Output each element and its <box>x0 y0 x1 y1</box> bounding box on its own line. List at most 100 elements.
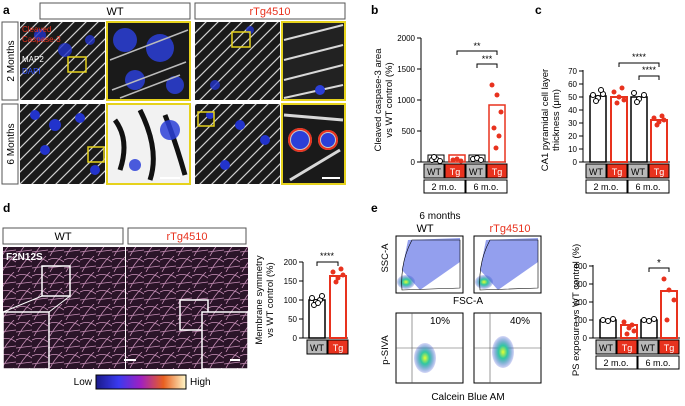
b-points-wt <box>429 154 484 164</box>
e-age-6m: 6 m.o. <box>645 358 670 368</box>
b-label-box-wt-2m <box>423 163 445 179</box>
panel-d-ylabel-1: Membrane symmetry <box>254 255 265 344</box>
e-points-wt <box>600 316 657 324</box>
c-age-box-2m <box>585 179 628 194</box>
row-label-box-2m <box>1 21 19 101</box>
d-label-wt: WT <box>310 343 324 353</box>
c-label-tg-2m: Tg <box>612 167 623 177</box>
micrograph-wt-2m <box>20 22 105 100</box>
c-bar-wt-2m <box>589 95 607 163</box>
e-label-tg-2m: Tg <box>622 343 633 353</box>
d-sig-bracket <box>316 261 339 266</box>
c-points-tg <box>611 85 667 128</box>
e-flow-wt-bottom <box>395 312 464 384</box>
b-age-box-2m <box>423 179 466 194</box>
panel-b-ticks: 0 500 1000 1500 2000 <box>397 34 421 167</box>
b-sig-inner: *** <box>482 54 493 64</box>
e-tick-300: 300 <box>574 280 588 289</box>
panel-c-ylabel-2: thickness (μm) <box>551 89 562 151</box>
c-age-6m: 6 m.o. <box>635 182 660 192</box>
e-flow-xlabel-bottom: Calcein Blue AM <box>431 392 504 403</box>
panel-letter-a: a <box>3 3 10 17</box>
c-label-box-wt-6m <box>627 163 649 179</box>
c-label-wt-6m: WT <box>631 167 645 177</box>
e-label-tg-6m: Tg <box>664 343 675 353</box>
e-label-box-wt-6m <box>637 339 659 355</box>
panel-c-chart: CA1 pyramidal cell layer thickness (μm) … <box>540 52 670 194</box>
stain-label-cleaved: Cleaved <box>22 25 51 34</box>
e-ylabel: PS exposure vs WT control (%) <box>571 244 582 376</box>
stain-label-map2: MAP2 <box>22 55 44 64</box>
e-tick-0: 0 <box>583 334 588 343</box>
d-bar-tg <box>329 275 347 339</box>
panel-d-ylabel-2: vs WT control (%) <box>265 262 276 337</box>
c-tick-30: 30 <box>568 119 577 128</box>
d-label-tg: Tg <box>333 343 344 353</box>
row-label-2-months: 2 Months <box>6 40 17 81</box>
row-label-6-months: 6 Months <box>6 123 17 164</box>
e-label-box-wt-2m <box>595 339 617 355</box>
e-pct-tg: 40% <box>510 316 530 327</box>
panel-e-chart: PS exposure vs WT control (%) 0 100 200 … <box>571 244 680 376</box>
d-tick-0: 0 <box>293 334 298 343</box>
b-sig-bracket-inner <box>476 63 498 68</box>
e-flow-tg-bottom <box>473 312 542 384</box>
stain-label-dapi: DAPI <box>22 67 41 76</box>
b-label-box-tg-2m <box>444 163 466 179</box>
micrograph-tg-6m <box>195 104 280 184</box>
panel-b-ylabel-1: Cleaved caspase-3 area <box>373 48 384 152</box>
e-label-wt-6m: WT <box>641 343 655 353</box>
c-tick-70: 70 <box>568 67 577 76</box>
panel-b-ylabel-2: vs WT control (%) <box>384 62 395 137</box>
e-tick-100: 100 <box>574 316 588 325</box>
d-probe-label: F2N12S <box>6 252 43 263</box>
panel-letter-e: e <box>371 201 378 215</box>
panel-c-ylabel-1: CA1 pyramidal cell layer <box>540 69 551 171</box>
c-label-box-tg-6m <box>648 163 670 179</box>
c-tick-0: 0 <box>573 158 578 167</box>
wt-header-box <box>39 2 191 20</box>
d-micrograph-tg <box>126 247 249 370</box>
c-sig-bracket-top <box>618 62 660 67</box>
e-sig-bracket <box>648 267 670 272</box>
c-tick-20: 20 <box>568 132 577 141</box>
c-sig-top: **** <box>632 52 647 62</box>
e-title: 6 months <box>419 211 460 222</box>
d-tg-header-box <box>127 227 247 245</box>
micrograph-tg-6m-zoom <box>281 103 346 185</box>
d-tick-50: 50 <box>288 315 297 324</box>
b-tick-2000: 2000 <box>397 34 415 43</box>
b-age-6m: 6 m.o. <box>473 182 498 192</box>
b-label-box-wt-6m <box>465 163 487 179</box>
b-sig-top: ** <box>473 41 481 51</box>
c-sig-inner: **** <box>642 65 657 75</box>
micrograph-wt-6m-zoom <box>106 103 191 185</box>
d-wt-header-box <box>2 227 124 245</box>
e-sig: * <box>657 258 661 269</box>
e-age-2m: 2 m.o. <box>603 358 628 368</box>
d-label-box-tg <box>327 339 349 355</box>
e-tick-200: 200 <box>574 298 588 307</box>
c-label-wt-2m: WT <box>589 167 603 177</box>
c-age-box-6m <box>627 179 670 194</box>
c-points-wt <box>590 87 647 105</box>
e-label-box-tg-6m <box>658 339 680 355</box>
b-age-box-6m <box>465 179 508 194</box>
panel-c-ticks: 0 10 20 30 40 50 60 70 <box>568 67 583 167</box>
c-label-tg-6m: Tg <box>654 167 665 177</box>
e-points-tg <box>621 276 677 337</box>
c-age-2m: 2 m.o. <box>593 182 618 192</box>
b-points-tg <box>450 82 504 164</box>
panel-d-ticks: 0 50 100 150 200 <box>284 258 303 343</box>
e-flow-wt-top <box>395 235 464 294</box>
wt-header: WT <box>106 6 123 18</box>
panel-letter-d: d <box>3 201 10 215</box>
e-wt-label: WT <box>416 223 433 235</box>
b-tick-0: 0 <box>411 158 416 167</box>
e-pct-wt: 10% <box>430 316 450 327</box>
d-points-tg <box>330 266 346 285</box>
e-flow-xlabel-top: FSC-A <box>453 296 483 307</box>
c-sig-bracket-inner <box>638 75 660 80</box>
d-tg-header: rTg4510 <box>167 231 208 243</box>
